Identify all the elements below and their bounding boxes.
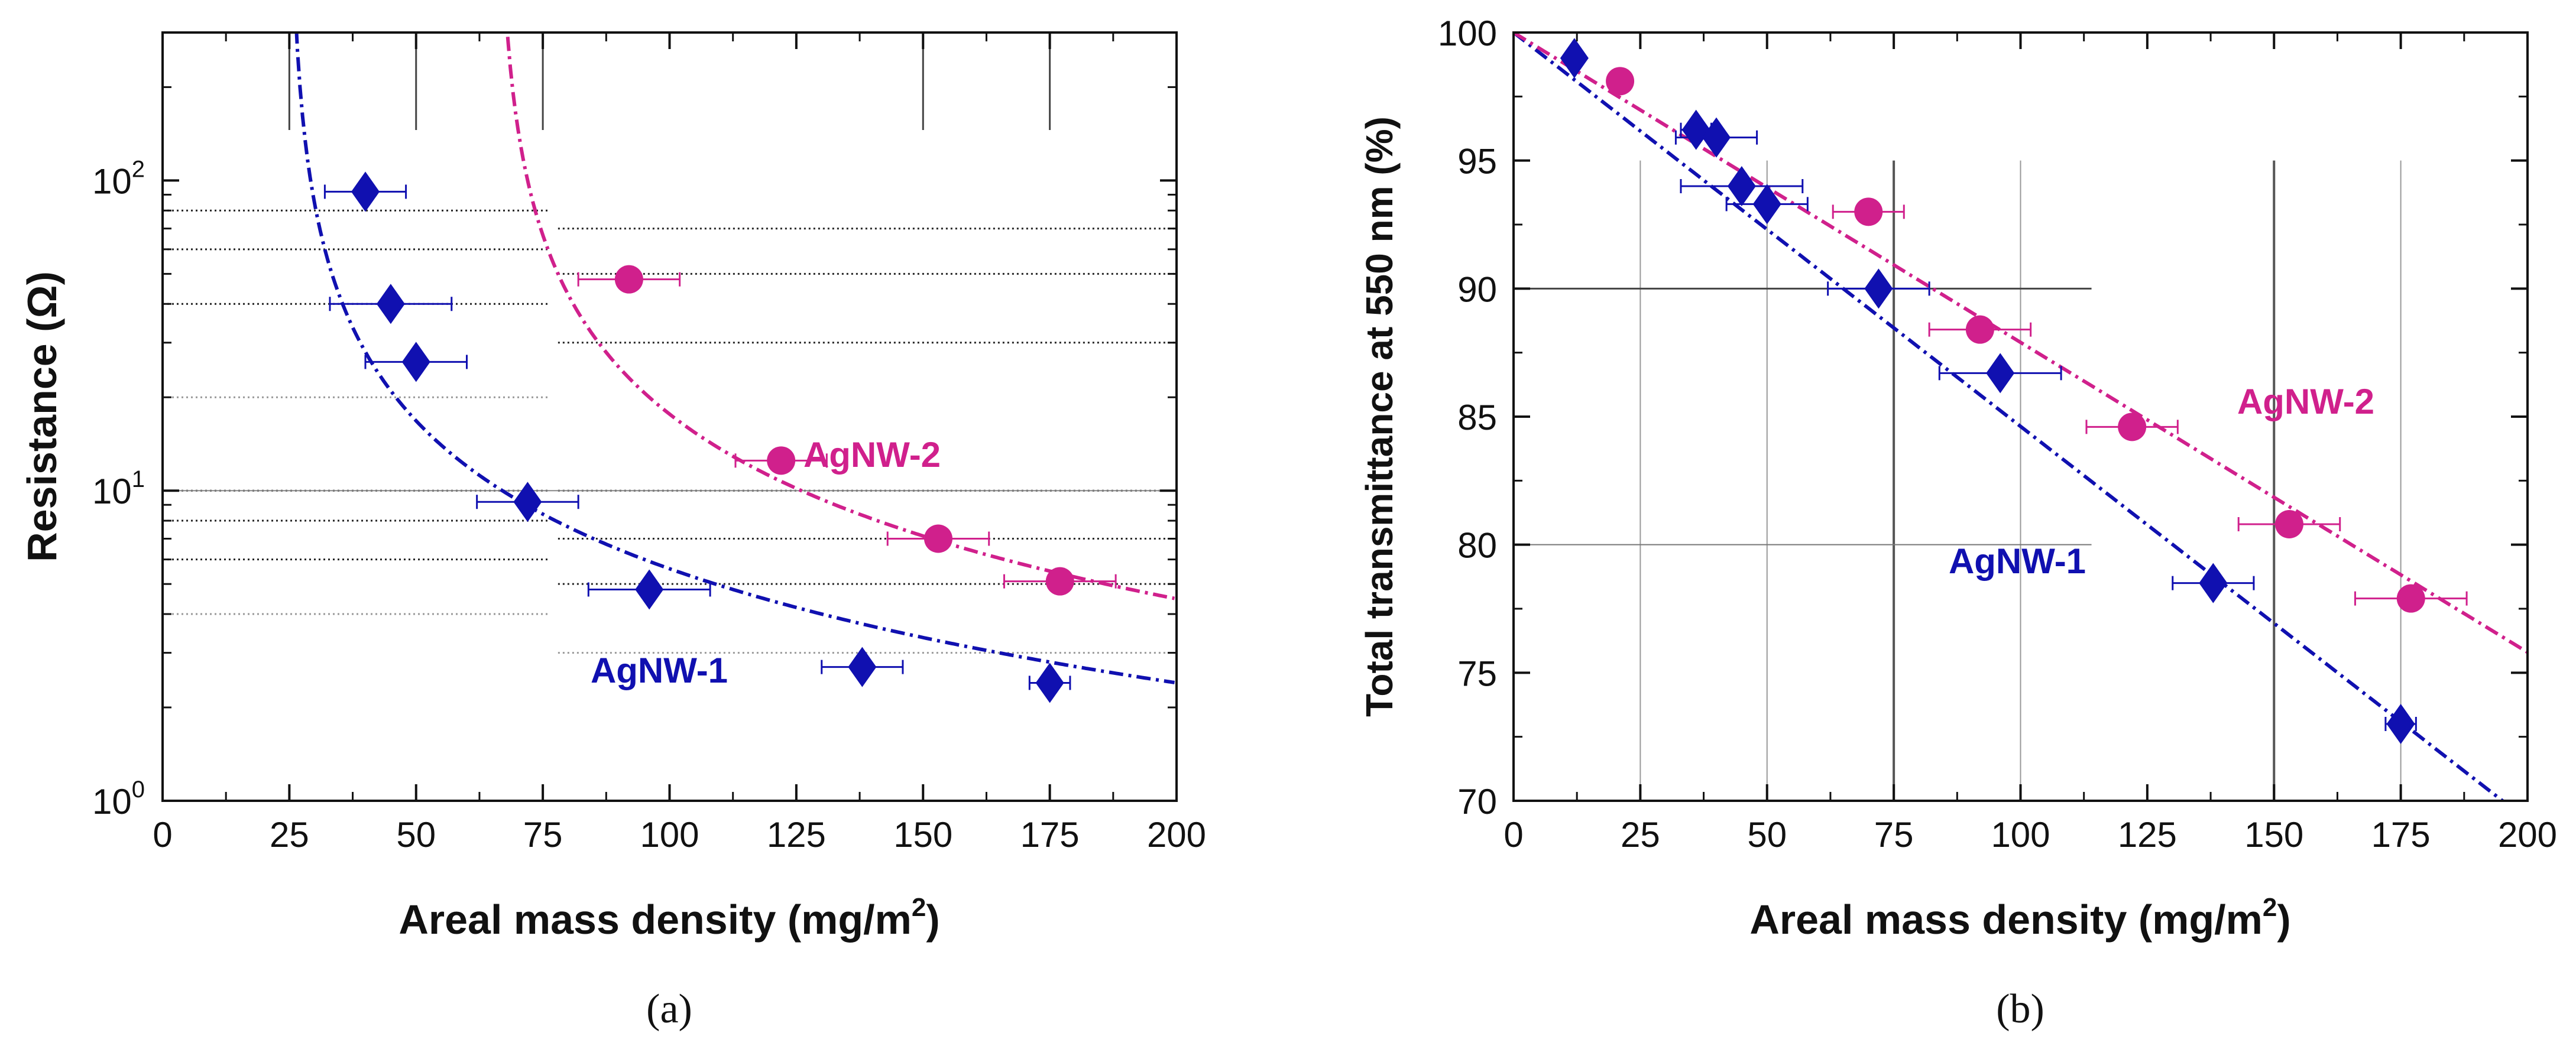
data-point-agnw-1: [1702, 117, 1731, 158]
data-point-agnw-1: [2386, 704, 2415, 744]
fit-line-agnw-2: [1514, 33, 2528, 654]
fit-line-agnw-1: [1514, 33, 2506, 801]
x-tick-label: 75: [1874, 815, 1914, 855]
data-point-agnw-1: [401, 342, 430, 382]
data-point-agnw-1: [848, 647, 877, 687]
x-tick-label: 50: [1747, 815, 1787, 855]
y-tick-label: 75: [1457, 654, 1497, 693]
data-point-agnw-1: [1864, 268, 1893, 309]
data-point-agnw-1: [1560, 38, 1589, 79]
y-tick-label: 90: [1457, 269, 1497, 309]
panel-a-xlabel-main: Areal mass density (mg/m: [398, 897, 912, 943]
x-tick-label: 25: [270, 815, 309, 855]
y-tick-label: 85: [1457, 398, 1497, 437]
panel-b-caption: (b): [1996, 986, 2044, 1032]
y-tick-label: 100: [92, 777, 145, 821]
panel-a-ticks: 0 25 50 75 100 125 150 175 200 100 101 102: [92, 31, 1206, 855]
panel-a-y-axis-title: Resistance (Ω): [19, 271, 65, 562]
data-point-agnw-2: [2396, 584, 2425, 613]
y-tick-label: 80: [1457, 526, 1497, 566]
x-tick-label: 50: [396, 815, 436, 855]
panel-b-ticks: 0 25 50 75 100 125 150 175 200 70 75 80 85 90 95 100: [1438, 14, 2557, 855]
data-point-agnw-1: [1986, 353, 2015, 394]
x-tick-label: 175: [2371, 815, 2431, 855]
x-tick-label: 75: [523, 815, 563, 855]
panel-b-label-agnw1: AgNW-1: [1949, 541, 2086, 581]
y-tick-label: 95: [1457, 142, 1497, 181]
data-point-agnw-2: [1854, 197, 1883, 226]
data-point-agnw-1: [635, 569, 664, 610]
x-tick-label: 175: [1020, 815, 1080, 855]
fit-line-agnw-2: [506, 33, 1175, 600]
y-tick-label: 102: [92, 156, 145, 201]
panel-a-xlabel-sup: 2: [912, 893, 926, 922]
panel-b-error-bars: [1674, 122, 2468, 731]
panel-a-fits: [294, 33, 1175, 684]
data-point-agnw-1: [1035, 662, 1064, 703]
x-tick-label: 0: [153, 815, 172, 855]
x-tick-label: 200: [1147, 815, 1206, 855]
data-point-agnw-2: [614, 265, 643, 294]
data-point-agnw-1: [1752, 184, 1781, 225]
data-point-agnw-2: [2274, 510, 2303, 538]
panel-a-label-agnw2: AgNW-2: [803, 435, 941, 475]
y-tick-label: 100: [1438, 14, 1497, 53]
data-point-agnw-2: [1606, 67, 1635, 96]
panel-a-x-axis-title: Areal mass density (mg/m2): [398, 893, 939, 943]
panel-b: 0 25 50 75 100 125 150 175 200 70 75 80 85 90 95 100 Ag…: [1358, 14, 2557, 1032]
panel-a-caption: (a): [646, 986, 692, 1032]
panel-b-label-agnw2: AgNW-2: [2237, 382, 2374, 421]
data-point-agnw-1: [376, 284, 405, 324]
data-point-agnw-2: [1045, 567, 1074, 596]
panel-b-grid: [1514, 160, 2402, 801]
panel-a-label-agnw1: AgNW-1: [591, 651, 728, 690]
x-tick-label: 125: [767, 815, 826, 855]
data-point-agnw-1: [2199, 563, 2228, 603]
data-point-agnw-1: [1727, 166, 1756, 206]
panel-b-y-axis-title: Total transmittance at 550 nm (%): [1358, 116, 1401, 717]
panel-b-xlabel-close: ): [2277, 897, 2290, 943]
x-tick-label: 150: [2244, 815, 2303, 855]
y-tick-label: 101: [92, 466, 145, 511]
panel-b-points: [1560, 38, 2425, 744]
x-tick-label: 100: [1991, 815, 2050, 855]
panel-a-error-bars: [323, 184, 1117, 690]
data-point-agnw-1: [351, 171, 380, 212]
x-tick-label: 100: [640, 815, 699, 855]
panel-a-xlabel-close: ): [926, 897, 939, 943]
x-tick-label: 25: [1621, 815, 1660, 855]
data-point-agnw-2: [924, 524, 952, 553]
panel-b-xlabel-sup: 2: [2263, 893, 2277, 922]
x-tick-label: 0: [1504, 815, 1523, 855]
panel-b-x-axis-title: Areal mass density (mg/m2): [1749, 893, 2290, 943]
x-tick-label: 150: [893, 815, 952, 855]
data-point-agnw-2: [767, 446, 796, 475]
data-point-agnw-1: [1681, 109, 1710, 150]
panel-b-xlabel-main: Areal mass density (mg/m: [1749, 897, 2263, 943]
x-tick-label: 200: [2498, 815, 2557, 855]
data-point-agnw-2: [2118, 413, 2147, 441]
panel-a-points: [351, 171, 1074, 703]
x-tick-label: 125: [2118, 815, 2177, 855]
panel-b-fits: [1514, 33, 2528, 801]
y-tick-label: 70: [1457, 782, 1497, 821]
fit-line-agnw-1: [294, 33, 1175, 684]
data-point-agnw-2: [1965, 315, 1994, 344]
data-point-agnw-1: [513, 482, 542, 522]
panel-a-grid: [163, 33, 1177, 654]
panel-a: 0 25 50 75 100 125 150 175 200 100 101 102 AgNW-2 A…: [19, 31, 1206, 1032]
